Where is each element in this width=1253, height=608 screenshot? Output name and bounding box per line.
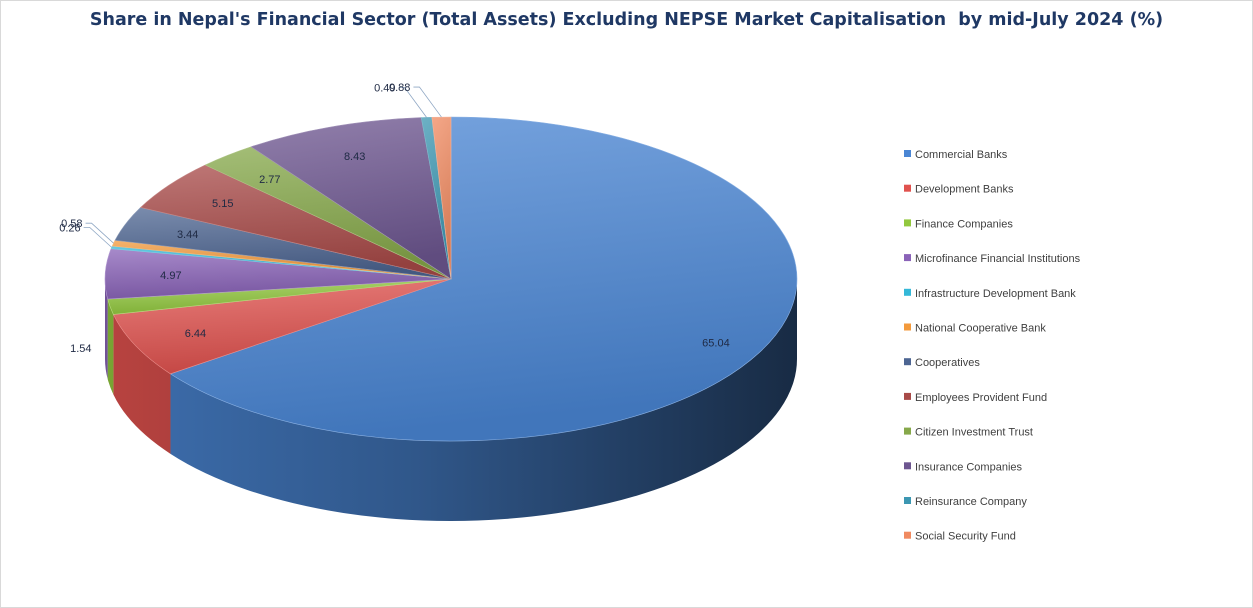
- legend-swatch: [904, 358, 911, 366]
- legend-swatch: [904, 323, 911, 331]
- legend-item-finance-companies: Finance Companies: [904, 218, 1013, 230]
- legend-item-citizen-investment-trust: Citizen Investment Trust: [904, 427, 1033, 439]
- leader-line: [83, 226, 112, 248]
- legend-item-reinsurance-company: Reinsurance Company: [904, 496, 1027, 508]
- pie-tops: [104, 116, 798, 442]
- legend-item-commercial-banks: Commercial Banks: [904, 149, 1008, 161]
- legend-label: Cooperatives: [915, 357, 980, 369]
- legend-label: Reinsurance Company: [915, 496, 1027, 508]
- legend-swatch: [904, 462, 911, 470]
- pie-sides: [105, 279, 797, 521]
- leader-line: [398, 87, 427, 118]
- data-labels: 65.04 6.44 1.54 4.97 0.260.58 3.44 5.15 2.77 8.4…: [59, 82, 729, 355]
- leader-lines: [83, 86, 442, 248]
- data-label-insurance-companies: 8.43: [344, 151, 365, 163]
- pie-slice-development-banks: [113, 278, 452, 375]
- legend-item-cooperatives: Cooperatives: [904, 357, 980, 369]
- legend-swatch: [904, 392, 911, 400]
- leader-line: [413, 86, 442, 118]
- data-label-social-security-fund: 0.88: [389, 82, 410, 94]
- data-label-reinsurance-company: 0.49: [374, 82, 395, 94]
- data-label-commercial-banks: 65.04: [702, 337, 730, 349]
- legend-item-insurance-companies: Insurance Companies: [904, 461, 1023, 473]
- data-label-microfinance-financial-institutions: 4.97: [160, 270, 181, 282]
- data-label-development-banks: 6.44: [185, 328, 206, 340]
- legend-item-development-banks: Development Banks: [904, 184, 1014, 196]
- legend-label: Microfinance Financial Institutions: [915, 253, 1081, 265]
- legend-item-employees-provident-fund: Employees Provident Fund: [904, 392, 1047, 404]
- legend-item-social-security-fund: Social Security Fund: [904, 531, 1016, 543]
- legend-item-infrastructure-development-bank: Infrastructure Development Bank: [904, 288, 1076, 300]
- pie-slice-insurance-companies: [250, 117, 452, 280]
- legend: Commercial Banks Development Banks Finance…: [904, 149, 1081, 543]
- leader-line: [85, 222, 114, 244]
- pie-slice-commercial-banks: [170, 116, 798, 442]
- data-label-cooperatives: 3.44: [177, 229, 198, 241]
- legend-item-national-cooperative-bank: National Cooperative Bank: [904, 323, 1046, 335]
- legend-label: Commercial Banks: [915, 149, 1008, 161]
- pie-side-development-banks: [113, 314, 171, 454]
- data-label-national-cooperative-bank: 0.58: [61, 218, 82, 230]
- pie-side-finance-companies: [107, 299, 114, 395]
- pie-side-commercial-banks: [170, 279, 797, 521]
- legend-swatch: [904, 150, 911, 157]
- chart-title: Share in Nepal's Financial Sector (Total…: [89, 10, 1164, 30]
- pie-side-microfinance-financial-institutions: [105, 279, 108, 380]
- legend-swatch: [904, 427, 911, 435]
- legend-label: Insurance Companies: [915, 461, 1023, 473]
- legend-label: Employees Provident Fund: [915, 392, 1047, 404]
- legend-label: Finance Companies: [915, 218, 1013, 230]
- legend-swatch: [904, 497, 911, 504]
- data-label-citizen-investment-trust: 2.77: [259, 174, 280, 186]
- data-label-infrastructure-development-bank: 0.26: [59, 222, 80, 234]
- legend-swatch: [904, 219, 911, 227]
- legend-label: Social Security Fund: [915, 531, 1016, 543]
- legend-label: Development Banks: [915, 184, 1014, 196]
- legend-label: Citizen Investment Trust: [915, 427, 1033, 439]
- data-label-finance-companies: 1.54: [70, 343, 91, 355]
- pie-slice-social-security-fund: [431, 116, 452, 280]
- legend-swatch: [904, 254, 911, 262]
- legend-swatch: [904, 531, 911, 539]
- data-label-employees-provident-fund: 5.15: [212, 198, 233, 210]
- legend-item-microfinance-financial-institutions: Microfinance Financial Institutions: [904, 253, 1081, 265]
- legend-label: National Cooperative Bank: [915, 323, 1046, 335]
- legend-label: Infrastructure Development Bank: [915, 288, 1076, 300]
- legend-swatch: [904, 288, 911, 296]
- legend-swatch: [904, 184, 911, 192]
